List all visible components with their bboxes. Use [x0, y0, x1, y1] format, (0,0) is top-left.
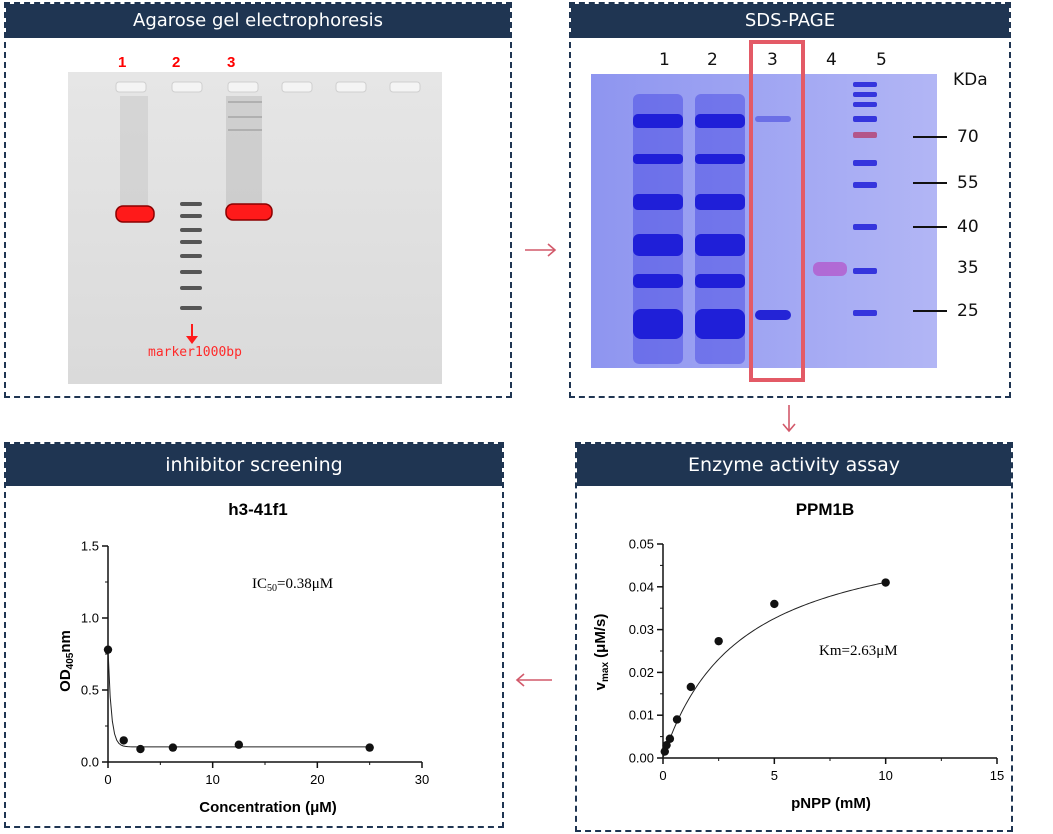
sds-marker-tick: [913, 136, 947, 138]
marker-arrow-icon: [186, 324, 198, 344]
agarose-lane-2: 2: [172, 54, 181, 71]
sds-marker-70: 70: [957, 127, 979, 147]
agarose-title: Agarose gel electrophoresis: [133, 10, 383, 31]
inhibitor-data-point: [103, 645, 113, 654]
enzyme-xlabel: pNPP (mM): [791, 795, 871, 812]
sds-gel-image: [591, 74, 937, 368]
sds-unit-label: KDa: [953, 70, 988, 90]
lane-3-highlight-box: [749, 40, 805, 382]
inhibitor-y-tick-label: 1.5: [81, 539, 99, 554]
sds-marker-55: 55: [957, 173, 979, 193]
enzyme-title: Enzyme activity assay: [688, 454, 900, 476]
inhibitor-y-tick-label: 1.0: [81, 611, 99, 626]
enzyme-y-tick-label: 0.01: [629, 708, 654, 723]
inhibitor-annotation: IC50=0.38μM: [252, 576, 333, 594]
enzyme-data-point: [770, 599, 779, 609]
arrow-left-icon: [515, 673, 552, 687]
sds-panel: SDS-PAGE: [569, 2, 1011, 398]
sds-marker-40: 40: [957, 217, 979, 237]
inhibitor-y-tick-label: 0.5: [81, 683, 99, 698]
sds-marker-25: 25: [957, 301, 979, 321]
sds-marker-tick: [913, 182, 947, 184]
enzyme-chart-title: PPM1B: [796, 500, 855, 519]
agarose-panel-header: Agarose gel electrophoresis: [6, 4, 510, 38]
enzyme-y-tick-label: 0.04: [629, 579, 654, 594]
sds-lane-1: 1: [659, 50, 670, 70]
inhibitor-title: inhibitor screening: [165, 454, 343, 476]
enzyme-data-point: [881, 578, 890, 587]
inhibitor-data-point: [136, 744, 145, 754]
enzyme-x-tick-label: 0: [659, 768, 666, 783]
sds-lane-3: 3: [767, 50, 778, 70]
agarose-marker-label: marker1000bp: [148, 345, 242, 360]
enzyme-data-point: [672, 715, 682, 724]
inhibitor-ylabel: OD405nm: [57, 630, 76, 692]
arrow-right-icon: [525, 243, 557, 257]
arrow-down-icon: [782, 405, 796, 433]
enzyme-data-point: [662, 740, 671, 750]
inhibitor-data-point: [234, 740, 244, 749]
enzyme-x-tick-label: 5: [771, 768, 778, 783]
enzyme-fit-curve: [662, 581, 886, 759]
sds-lane-5: 5: [876, 50, 887, 70]
inhibitor-chart: h3-41f1 IC50=0.38μM 0 10 20 300.00.51.01.5 …: [57, 500, 429, 816]
sds-title: SDS-PAGE: [744, 10, 836, 31]
inhibitor-fit-curve: [107, 649, 370, 748]
inhibitor-data-point: [168, 743, 178, 752]
agarose-panel: Agarose gel electrophoresis: [4, 2, 512, 398]
enzyme-panel-header: Enzyme activity assay: [577, 444, 1011, 486]
inhibitor-y-tick-label: 0.0: [81, 755, 99, 770]
inhibitor-data-point: [365, 743, 374, 752]
sds-lane-4: 4: [826, 50, 837, 70]
inhibitor-chart-title: h3-41f1: [228, 500, 288, 519]
enzyme-annotation: Km=2.63μM: [819, 643, 898, 659]
enzyme-data-point: [665, 734, 675, 743]
inhibitor-x-tick-label: 20: [310, 772, 324, 787]
inhibitor-data-point: [119, 736, 128, 745]
enzyme-y-tick-label: 0.00: [629, 751, 654, 766]
enzyme-ylabel: vmax (μM/s): [592, 614, 611, 691]
enzyme-y-tick-label: 0.02: [629, 665, 654, 680]
inhibitor-xlabel: Concentration (μM): [199, 799, 337, 816]
enzyme-data-point: [714, 636, 723, 646]
enzyme-x-tick-label: 15: [990, 768, 1004, 783]
sds-marker-35: 35: [957, 258, 979, 278]
inhibitor-panel: inhibitor screening h3-41f1 IC50=0.38μM …: [4, 442, 504, 828]
enzyme-data-point: [660, 747, 669, 756]
agarose-gel-image: [68, 72, 442, 384]
inhibitor-x-tick-label: 0: [104, 772, 111, 787]
sds-marker-tick: [913, 226, 947, 228]
enzyme-x-tick-label: 10: [878, 768, 892, 783]
enzyme-y-tick-label: 0.05: [629, 537, 654, 552]
enzyme-panel: Enzyme activity assay PPM1B Km=2.63μM 0 5…: [575, 442, 1013, 832]
enzyme-data-point: [686, 682, 696, 692]
agarose-lane-1: 1: [118, 54, 127, 71]
enzyme-chart: PPM1B Km=2.63μM 0 5 10 15 0.00 0.01 0.02 0.03 0.…: [592, 500, 1004, 812]
sds-marker-tick: [913, 310, 947, 312]
inhibitor-x-tick-label: 30: [415, 772, 429, 787]
agarose-lane-3: 3: [227, 54, 236, 71]
enzyme-y-tick-label: 0.03: [629, 622, 654, 637]
inhibitor-panel-header: inhibitor screening: [6, 444, 502, 486]
inhibitor-x-tick-label: 10: [205, 772, 219, 787]
sds-panel-header: SDS-PAGE: [571, 4, 1009, 38]
sds-lane-2: 2: [707, 50, 718, 70]
